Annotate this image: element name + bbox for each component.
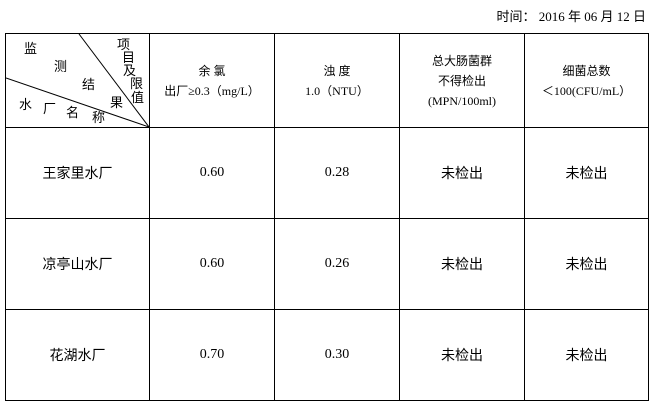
corner-label: 名: [66, 105, 80, 120]
corner-label: 目: [122, 50, 136, 65]
header-bacteria: 细菌总数 ＜100(CFU/mL）: [524, 33, 649, 128]
header-row: 项 目 及 限 值 监 测 结 果 水 厂 名 称 余 氯出厂≥0.3（mg/L…: [5, 33, 649, 128]
corner-label: 测: [54, 59, 68, 74]
plant-name: 花湖水厂: [5, 309, 150, 401]
corner-label: 及: [123, 63, 137, 78]
chlorine-value: 0.60: [149, 127, 275, 219]
plant-name: 王家里水厂: [5, 127, 150, 219]
header-line: 细菌总数: [562, 63, 611, 78]
plant-name: 凉亭山水厂: [5, 218, 150, 310]
table-row: 花湖水厂 0.70 0.30 未检出 未检出: [5, 309, 649, 401]
table-row: 凉亭山水厂 0.60 0.26 未检出 未检出: [5, 218, 649, 310]
corner-label: 限: [130, 76, 144, 91]
header-line: 不得检出: [437, 73, 486, 88]
table-row: 王家里水厂 0.60 0.28 未检出 未检出: [5, 127, 649, 219]
corner-label: 项: [117, 37, 131, 52]
turbidity-value: 0.28: [274, 127, 400, 219]
coliform-value: 未检出: [399, 309, 525, 401]
corner-header-cell: 项 目 及 限 值 监 测 结 果 水 厂 名 称: [5, 33, 150, 128]
corner-label: 称: [92, 110, 106, 125]
header-line: 浊 度: [323, 63, 351, 78]
header-line: 余 氯: [198, 63, 226, 78]
header-line: ＜100(CFU/mL）: [541, 83, 632, 98]
coliform-value: 未检出: [399, 127, 525, 219]
header-line: 出厂≥0.3（mg/L）: [164, 83, 260, 98]
bacteria-value: 未检出: [524, 309, 649, 401]
corner-label: 值: [131, 90, 145, 105]
corner-label: 结: [82, 77, 96, 92]
turbidity-value: 0.30: [274, 309, 400, 401]
coliform-value: 未检出: [399, 218, 525, 310]
bacteria-value: 未检出: [524, 218, 649, 310]
diagonal-lines: [6, 34, 149, 127]
corner-label: 果: [110, 95, 124, 110]
corner-label: 水: [19, 97, 33, 112]
header-line: 总大肠菌群: [431, 53, 492, 68]
header-coliform: 总大肠菌群不得检出 (MPN/100ml): [399, 33, 525, 128]
header-line: (MPN/100ml): [427, 93, 496, 108]
chlorine-value: 0.60: [149, 218, 275, 310]
bacteria-value: 未检出: [524, 127, 649, 219]
chlorine-value: 0.70: [149, 309, 275, 401]
header-chlorine: 余 氯出厂≥0.3（mg/L）: [149, 33, 275, 128]
water-quality-table: 项 目 及 限 值 监 测 结 果 水 厂 名 称 余 氯出厂≥0.3（mg/L…: [5, 33, 649, 401]
corner-label: 厂: [43, 101, 57, 116]
corner-label: 监: [24, 41, 38, 56]
turbidity-value: 0.26: [274, 218, 400, 310]
report-date: 时间： 2016 年 06 月 12 日: [496, 9, 646, 24]
header-line: 1.0（NTU）: [305, 83, 369, 98]
header-turbidity: 浊 度 1.0（NTU）: [274, 33, 400, 128]
